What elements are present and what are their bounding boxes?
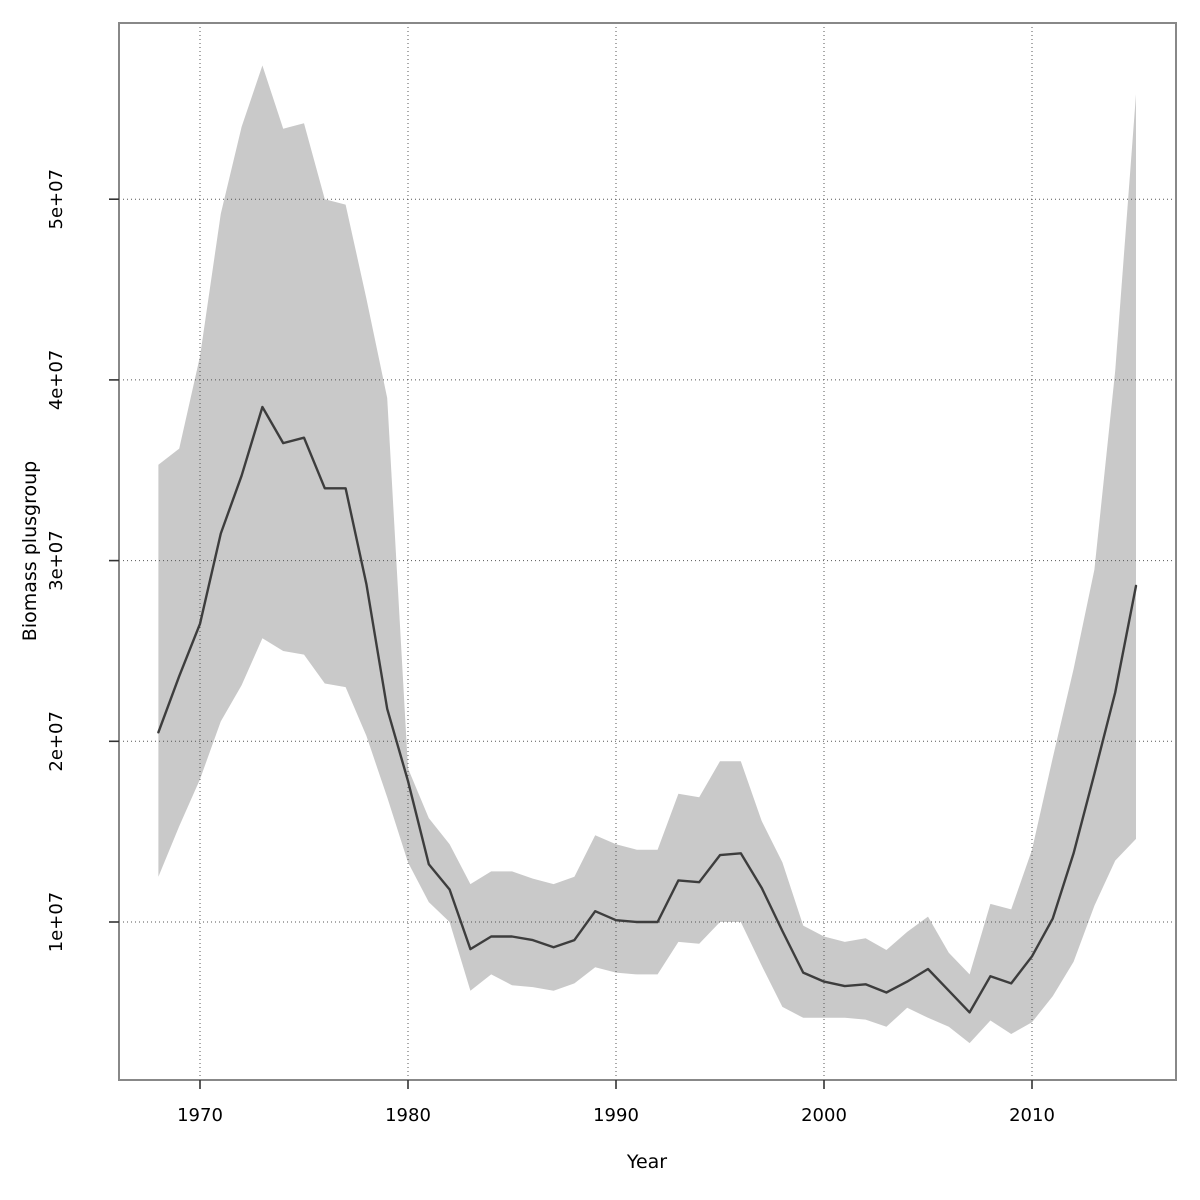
x-tick-label: 2000 xyxy=(801,1105,847,1126)
x-tick-label: 2010 xyxy=(1009,1105,1055,1126)
y-tick-label: 5e+07 xyxy=(46,169,67,230)
y-tick-label: 1e+07 xyxy=(46,892,67,953)
x-axis-tick-labels: 1970 1980 1990 2000 2010 xyxy=(177,1105,1055,1126)
y-axis-tick-labels: 1e+07 2e+07 3e+07 4e+07 5e+07 xyxy=(46,169,67,952)
y-axis-title: Biomass plusgroup xyxy=(19,461,41,641)
x-tick-label: 1980 xyxy=(385,1105,431,1126)
y-tick-label: 3e+07 xyxy=(46,530,67,591)
mean-line xyxy=(157,405,1138,1014)
confidence-band xyxy=(158,65,1136,1044)
x-tick-label: 1990 xyxy=(593,1105,639,1126)
x-axis-ticks xyxy=(199,1080,1033,1089)
plot-border xyxy=(118,22,1177,1081)
y-tick-label: 2e+07 xyxy=(46,711,67,772)
x-axis-title: Year xyxy=(626,1151,667,1173)
x-tick-label: 1970 xyxy=(177,1105,223,1126)
y-axis-ticks xyxy=(109,198,119,923)
y-tick-label: 4e+07 xyxy=(46,350,67,411)
